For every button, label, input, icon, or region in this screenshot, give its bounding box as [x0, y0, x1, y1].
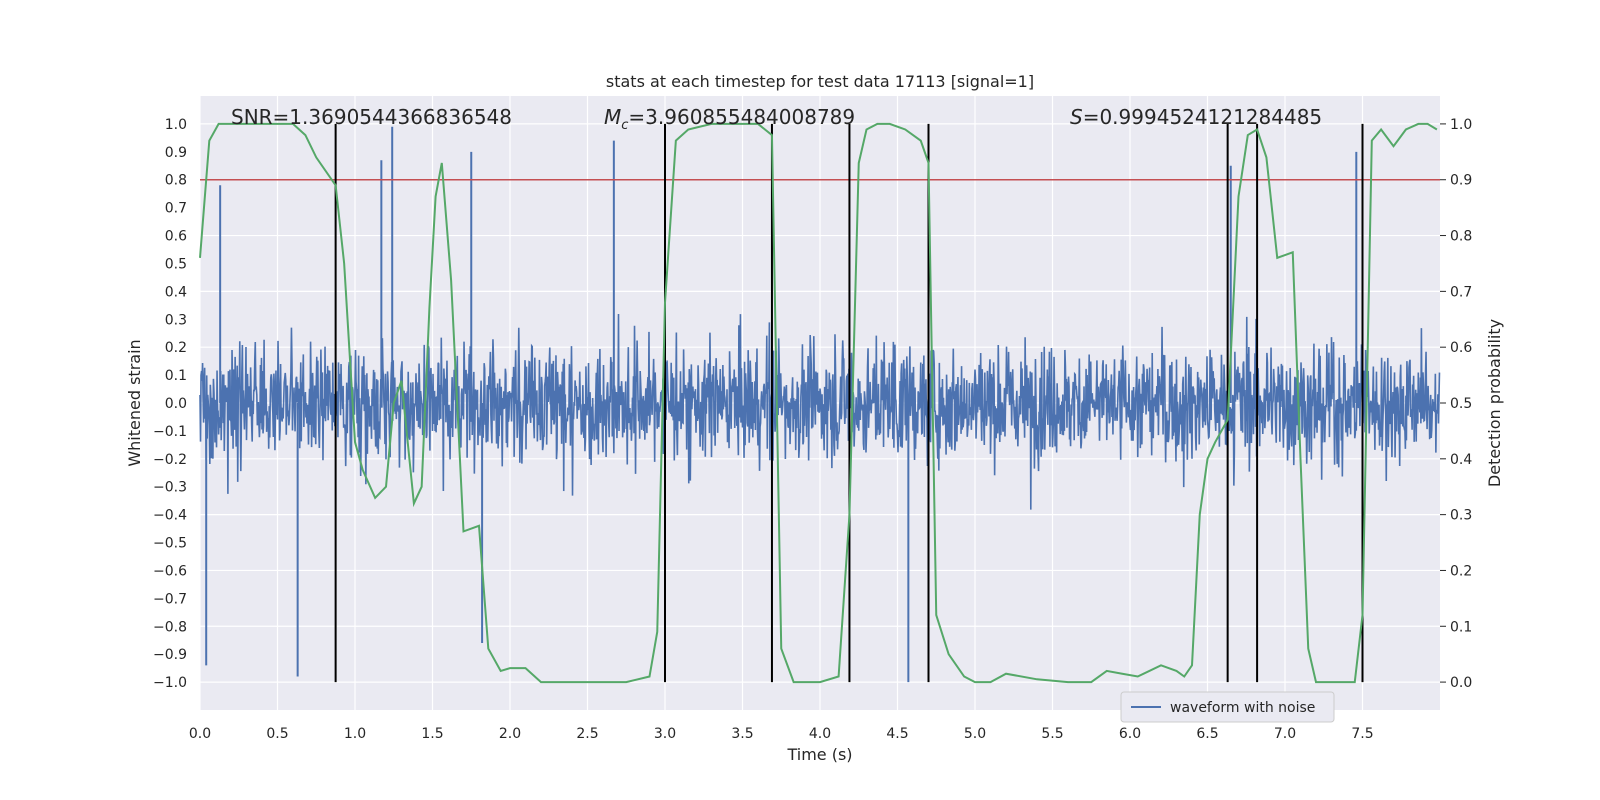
y-tick-label: −0.9	[153, 647, 187, 663]
y-tick-label: 0.1	[165, 368, 187, 384]
y-tick-label: −1.0	[153, 675, 187, 691]
x-tick-label: 3.5	[731, 726, 753, 742]
mc-annotation: Mc=3.960855484008789	[604, 105, 855, 133]
y-right-tick-label: 0.4	[1450, 452, 1472, 468]
snr-annotation: SNR=1.3690544366836548	[231, 105, 512, 129]
y-tick-label: 0.7	[165, 201, 187, 217]
y-tick-label: −0.6	[153, 563, 187, 579]
y-tick-label: 0.4	[165, 284, 187, 300]
y-right-tick-label: 0.9	[1450, 173, 1472, 189]
y-tick-label: 0.2	[165, 340, 187, 356]
y-tick-labels: 1.0 0.9 0.8 0.7 0.6 0.5 0.4 0.3 0.2 0.1 0.0 −0.1 −0.…	[153, 117, 187, 691]
x-tick-label: 5.0	[964, 726, 986, 742]
y-tick-label: −0.3	[153, 480, 187, 496]
y-right-tick-label: 0.8	[1450, 229, 1472, 245]
s-annotation: S=0.9994524121284485	[1070, 105, 1322, 129]
y-right-tick-label: 0.0	[1450, 675, 1472, 691]
mc-subscript: c	[621, 118, 628, 133]
x-tick-label: 2.0	[499, 726, 521, 742]
chart-title: stats at each timestep for test data 171…	[606, 72, 1034, 91]
y-right-tick-label: 0.3	[1450, 508, 1472, 524]
legend-box	[1120, 691, 1335, 723]
y-tick-label: 0.6	[165, 229, 187, 245]
y-right-tick-label: 1.0	[1450, 117, 1472, 133]
x-tick-label: 0.0	[189, 726, 211, 742]
y-tick-label: 0.8	[165, 173, 187, 189]
y-tick-label: −0.1	[153, 424, 187, 440]
s-symbol: S	[1070, 105, 1083, 129]
x-tick-label: 1.0	[344, 726, 366, 742]
y-axis-label: Whitened strain	[125, 339, 144, 466]
vlines-group	[334, 123, 1364, 683]
x-tick-label: 2.5	[576, 726, 598, 742]
y-right-tick-labels: 1.0 0.9 0.8 0.7 0.6 0.5 0.4 0.3 0.2 0.1 0.0	[1440, 117, 1472, 691]
y-tick-label: −0.7	[153, 591, 187, 607]
y-tick-label: 0.9	[165, 145, 187, 161]
x-tick-label: 4.5	[886, 726, 908, 742]
y-tick-label: −0.4	[153, 508, 187, 524]
x-tick-label: 7.0	[1274, 726, 1296, 742]
y-tick-label: 0.3	[165, 312, 187, 328]
probability-series	[199, 122, 1438, 684]
x-tick-label: 1.5	[421, 726, 443, 742]
x-tick-label: 5.5	[1041, 726, 1063, 742]
mc-symbol: M	[604, 105, 621, 129]
x-tick-label: 3.0	[654, 726, 676, 742]
x-tick-label: 0.5	[266, 726, 288, 742]
x-tick-label: 6.5	[1196, 726, 1218, 742]
x-axis-label: Time (s)	[786, 745, 852, 764]
y-right-tick-label: 0.1	[1450, 619, 1472, 635]
y-right-tick-label: 0.2	[1450, 563, 1472, 579]
legend-label: waveform with noise	[1170, 700, 1315, 716]
y-tick-label: −0.2	[153, 452, 187, 468]
legend: waveform with noise	[1120, 691, 1335, 723]
y-tick-label: 0.0	[165, 396, 187, 412]
y-right-tick-label: 0.7	[1450, 284, 1472, 300]
y-tick-label: −0.8	[153, 619, 187, 635]
x-tick-label: 6.0	[1119, 726, 1141, 742]
s-value: =0.9994524121284485	[1083, 105, 1322, 129]
mc-value: =3.960855484008789	[628, 105, 855, 129]
y-right-axis-label: Detection probability	[1485, 319, 1504, 487]
y-tick-label: 0.5	[165, 256, 187, 272]
x-tick-labels: 0.0 0.5 1.0 1.5 2.0 2.5 3.0 3.5 4.0 4.5 5.0 5.5 6.0 6…	[189, 726, 1374, 742]
y-tick-label: −0.5	[153, 536, 187, 552]
x-tick-label: 4.0	[809, 726, 831, 742]
y-tick-label: 1.0	[165, 117, 187, 133]
x-tick-label: 7.5	[1351, 726, 1373, 742]
y-right-tick-label: 0.5	[1450, 396, 1472, 412]
y-right-tick-label: 0.6	[1450, 340, 1472, 356]
probability-line	[199, 122, 1438, 684]
